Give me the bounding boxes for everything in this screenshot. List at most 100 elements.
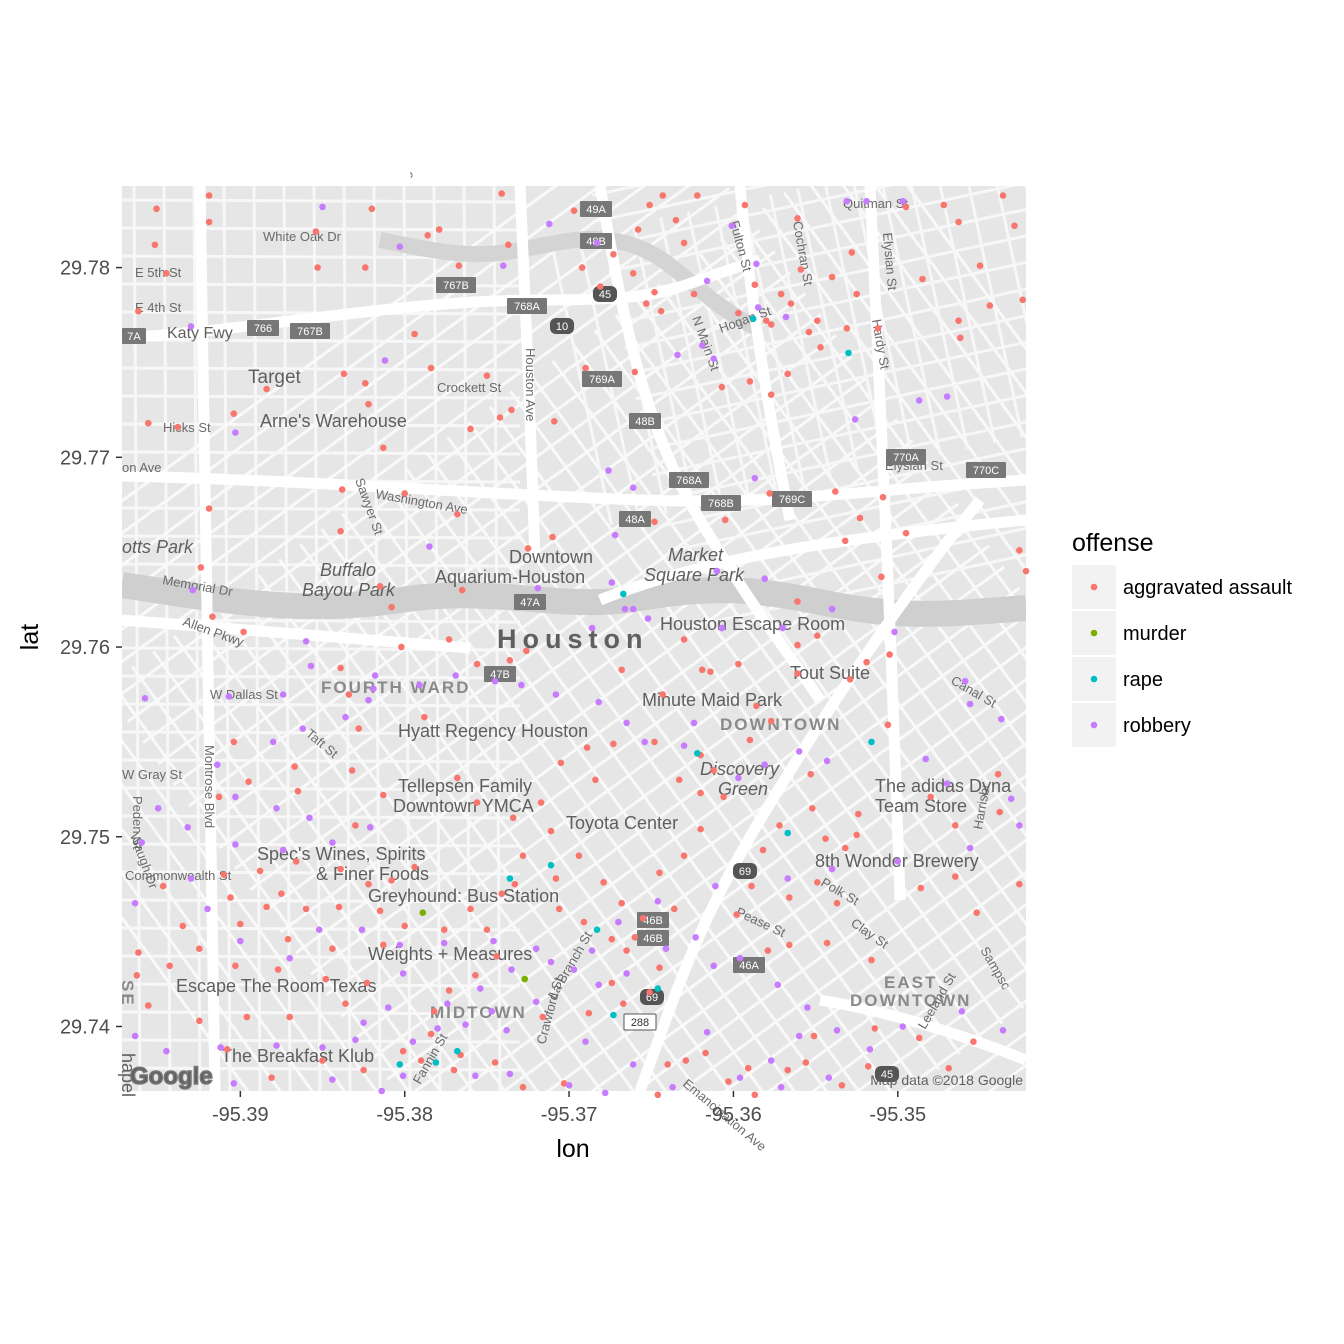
- data-point: [455, 262, 463, 270]
- data-point: [764, 947, 772, 954]
- data-point: [966, 700, 974, 708]
- y-tick-label: 29.76: [60, 637, 110, 659]
- map-place-label: Tellepsen Family: [398, 776, 532, 796]
- map-place-label: SE: [118, 980, 137, 1007]
- data-point: [774, 981, 782, 989]
- data-point: [955, 218, 962, 226]
- data-point: [664, 1061, 671, 1068]
- data-point: [166, 962, 173, 970]
- data-point: [398, 643, 405, 651]
- data-point: [610, 251, 617, 258]
- legend-label: robbery: [1123, 715, 1191, 737]
- map-place-label: Buffalo: [320, 560, 376, 580]
- svg-text:767B: 767B: [443, 280, 469, 292]
- data-point: [864, 1063, 872, 1070]
- data-point: [973, 909, 980, 916]
- data-point: [828, 273, 836, 281]
- data-point: [828, 865, 836, 873]
- data-point: [682, 1057, 690, 1064]
- data-point: [335, 903, 343, 911]
- data-point: [874, 325, 882, 332]
- highway-shield: 10: [550, 318, 574, 334]
- map-attribution: Map data ©2018 Google: [870, 1072, 1023, 1088]
- data-point: [841, 844, 849, 852]
- data-point: [365, 400, 372, 408]
- map-place-label: FOURTH WARD: [321, 678, 470, 697]
- data-point: [797, 266, 805, 273]
- data-point: [557, 759, 565, 767]
- x-tick-label: -95.38: [376, 1104, 433, 1126]
- data-point: [782, 313, 790, 321]
- data-point: [735, 774, 742, 782]
- map-place-label: Spec's Wines, Spirits: [257, 844, 426, 864]
- data-point: [736, 1074, 744, 1081]
- data-point: [145, 419, 152, 427]
- data-point: [340, 370, 348, 378]
- data-point: [506, 875, 514, 882]
- map-place-label: Minute Maid Park: [642, 690, 783, 710]
- data-point: [532, 945, 540, 952]
- data-point: [342, 1000, 349, 1007]
- data-point: [996, 808, 1003, 816]
- data-point: [133, 972, 141, 979]
- map-place-label: The Breakfast Klub: [221, 1046, 374, 1066]
- data-point: [337, 664, 344, 672]
- data-point: [440, 939, 448, 947]
- data-point: [902, 203, 910, 211]
- highway-shield: 767B: [436, 277, 476, 293]
- data-point: [823, 939, 831, 947]
- data-point: [999, 1027, 1007, 1034]
- data-point: [728, 222, 736, 230]
- data-point: [454, 510, 461, 518]
- data-point: [608, 979, 616, 987]
- map-place-label: Downtown YMCA: [393, 796, 534, 816]
- data-point: [409, 1038, 417, 1045]
- data-point: [286, 1013, 294, 1021]
- data-point: [509, 814, 517, 822]
- map-place-label: Commonwealth St: [125, 868, 232, 883]
- data-point: [292, 858, 300, 865]
- data-point: [506, 657, 514, 664]
- data-point: [644, 615, 652, 622]
- map-place-label: Tout Suite: [790, 663, 870, 683]
- data-point: [467, 425, 474, 433]
- data-point: [822, 835, 829, 842]
- data-point: [794, 215, 801, 222]
- highway-shield: 47B: [484, 666, 516, 682]
- map-place-label: EAST: [884, 973, 937, 992]
- data-point: [189, 586, 196, 594]
- map-place-label: Bayou Park: [302, 580, 396, 600]
- data-point: [378, 1087, 386, 1095]
- data-point: [419, 909, 427, 916]
- map-place-label: Hyatt Regency Houston: [398, 721, 588, 741]
- series-aggravated-assault: [133, 190, 1030, 1099]
- data-point: [245, 778, 252, 785]
- data-point: [352, 822, 359, 829]
- x-tick-label: -95.39: [212, 1104, 269, 1126]
- data-point: [427, 1030, 435, 1038]
- highway-shield: 766: [247, 320, 279, 336]
- map-place-label: Square Park: [644, 565, 745, 585]
- data-point: [846, 676, 854, 683]
- data-point: [131, 899, 139, 907]
- data-point: [779, 624, 786, 632]
- data-point: [279, 691, 287, 698]
- data-point: [570, 207, 578, 214]
- data-point: [365, 880, 372, 888]
- data-point: [998, 715, 1005, 723]
- svg-text:288: 288: [631, 1017, 649, 1029]
- data-point: [851, 416, 859, 423]
- data-point: [646, 201, 653, 209]
- legend-label: murder: [1123, 623, 1187, 645]
- data-point: [712, 882, 719, 890]
- map-place-label: Houston: [497, 624, 648, 654]
- data-point: [945, 1064, 952, 1072]
- map-place-label: hapel: [118, 1053, 138, 1097]
- x-tick-label: -95.37: [541, 1104, 598, 1126]
- svg-text:766: 766: [254, 323, 272, 335]
- svg-text:769A: 769A: [589, 374, 615, 386]
- data-point: [588, 624, 596, 632]
- map-place-label: DOWNTOWN: [720, 715, 841, 734]
- data-point: [710, 355, 717, 363]
- data-point: [917, 884, 925, 892]
